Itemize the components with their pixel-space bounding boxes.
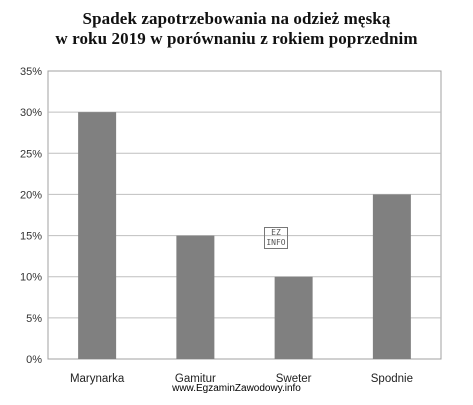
bars <box>78 112 411 360</box>
watermark-text: www.EgzaminZawodowy.info <box>172 383 301 394</box>
bar-sweter <box>274 276 313 359</box>
y-tick-label: 10% <box>20 272 42 284</box>
y-tick-label: 15% <box>20 231 42 243</box>
bar-spodnie <box>372 194 411 359</box>
y-tick-label: 35% <box>20 66 42 78</box>
y-tick-label: 5% <box>26 313 42 325</box>
plot-border <box>47 70 442 360</box>
bar-marynarka <box>78 112 117 360</box>
x-category-label: Sweter <box>276 373 312 385</box>
x-category-label: Spodnie <box>371 373 413 385</box>
x-category-label: Gamitur <box>175 373 216 385</box>
y-tick-label: 25% <box>20 148 42 160</box>
bar-gamitur <box>176 235 215 359</box>
chart-title-line2: w roku 2019 w porównaniu z rokiem poprze… <box>55 29 418 48</box>
logo-stamp: EZ INFO <box>264 227 288 249</box>
y-tick-label: 20% <box>20 189 42 201</box>
y-tick-label: 0% <box>26 354 42 366</box>
chart-title-line1: Spadek zapotrzebowania na odzież męską <box>82 9 391 28</box>
x-category-label: Marynarka <box>70 373 125 385</box>
y-tick-label: 30% <box>20 107 42 119</box>
y-axis-ticks: 0% 5% 10% 15% 20% 25% 30% 35% <box>20 66 42 366</box>
x-axis-categories: Marynarka Gamitur Sweter Spodnie <box>70 373 413 385</box>
